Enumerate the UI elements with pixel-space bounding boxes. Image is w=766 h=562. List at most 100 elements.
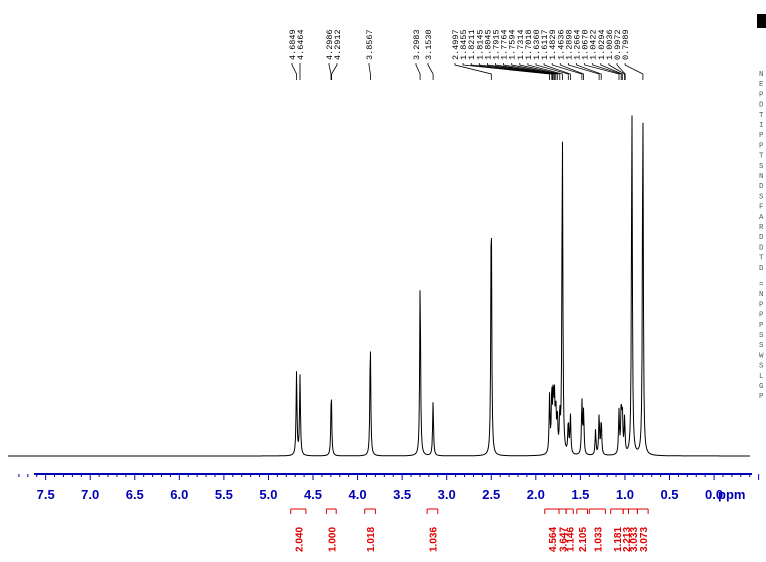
- tick-label: 3.0: [438, 487, 456, 502]
- peak-label: 1.8145: [475, 29, 485, 60]
- param-letter: S: [759, 163, 764, 171]
- peak-label: 1.8211: [467, 29, 477, 60]
- peak-connector: [568, 63, 600, 80]
- tick-label: 4.0: [349, 487, 367, 502]
- param-letter: L: [759, 373, 764, 381]
- param-letter: P: [759, 132, 764, 140]
- param-letter: P: [759, 312, 764, 320]
- tick-label: 3.5: [393, 487, 411, 502]
- tick-label: 0.0: [705, 487, 723, 502]
- peak-label: 2.4997: [451, 29, 461, 60]
- integral-value: 2.105: [578, 527, 589, 552]
- param-letter: T: [759, 153, 764, 161]
- integral-value: 1.000: [327, 527, 338, 552]
- peak-connector: [487, 63, 554, 80]
- peak-label: 3.8567: [365, 29, 375, 60]
- peak-label: 3.2983: [412, 29, 422, 60]
- param-letter: D: [759, 102, 764, 110]
- integral-value: 1.146: [566, 527, 577, 552]
- integral-value: 2.213: [622, 527, 633, 552]
- peak-label: 1.7018: [524, 29, 534, 60]
- tick-label: 5.5: [215, 487, 233, 502]
- param-letter: N: [759, 291, 764, 299]
- peak-label: 1.7314: [516, 29, 526, 60]
- param-letter: W: [759, 352, 764, 360]
- peak-label: 1.2664: [573, 29, 583, 60]
- peak-label: 1.0422: [589, 29, 599, 60]
- axis-unit-label: ppm: [718, 487, 745, 502]
- peak-label: 0.9972: [613, 29, 623, 60]
- param-letter: D: [759, 265, 764, 273]
- peak-connector: [328, 63, 332, 80]
- peak-connector: [608, 63, 625, 80]
- param-letter: N: [759, 71, 764, 79]
- integral-value: 3.647: [559, 527, 570, 552]
- param-letter: G: [759, 383, 764, 391]
- tick-label: 7.0: [81, 487, 99, 502]
- param-letter: P: [759, 322, 764, 330]
- peak-label: 4.6849: [288, 29, 298, 60]
- integral-value: 1.018: [366, 527, 377, 552]
- peak-label: 1.4829: [548, 29, 558, 60]
- peak-connector: [576, 63, 602, 80]
- tick-label: 6.5: [126, 487, 144, 502]
- tick-label: 6.0: [170, 487, 188, 502]
- peak-connector: [454, 63, 492, 80]
- peak-label: 4.6464: [296, 29, 306, 60]
- peak-label: 1.2898: [564, 29, 574, 60]
- peak-label: 4.2912: [333, 29, 343, 60]
- param-letter: D: [759, 183, 764, 191]
- param-letter: D: [759, 234, 764, 242]
- peak-connector: [331, 63, 338, 80]
- tick-label: 1.5: [571, 487, 589, 502]
- peak-connector: [624, 63, 644, 80]
- tick-label: 1.0: [616, 487, 634, 502]
- tick-label: 2.5: [482, 487, 500, 502]
- param-letter: P: [759, 393, 764, 401]
- param-letter: E: [759, 81, 764, 89]
- param-letter: T: [759, 255, 764, 263]
- peak-connector: [592, 63, 622, 80]
- param-letter: R: [759, 224, 764, 232]
- peak-connector: [478, 63, 553, 80]
- param-letter: S: [759, 332, 764, 340]
- peak-label: 1.0036: [605, 29, 615, 60]
- peak-label: 3.1530: [424, 29, 434, 60]
- peak-label: 1.8045: [483, 29, 493, 60]
- peak-label: 0.7989: [621, 29, 631, 60]
- peak-label: 1.6117: [540, 29, 550, 60]
- peak-connector: [535, 63, 569, 80]
- spectrum-line: [8, 115, 750, 457]
- peak-connector: [616, 63, 626, 80]
- param-letter: S: [759, 342, 764, 350]
- integral-value: 3.033: [629, 527, 640, 552]
- ppm-axis: 7.5 7.0 6.5 6.0 5.5 5.0 4.5 4.0 3.5 3.0 2.5 2.0 1.5 1…: [18, 473, 760, 502]
- peak-connector: [415, 63, 421, 80]
- peak-label: 4.2986: [325, 29, 335, 60]
- tick-label: 2.0: [527, 487, 545, 502]
- peak-label: 1.4636: [556, 29, 566, 60]
- param-letter: D: [759, 244, 764, 252]
- peak-label: 1.8455: [459, 29, 469, 60]
- peak-connector: [511, 63, 558, 80]
- peak-connector: [519, 63, 561, 80]
- corner-marker: [757, 14, 766, 28]
- param-letter: S: [759, 193, 764, 201]
- peak-label: 1.0294: [597, 29, 607, 60]
- peak-connector: [600, 63, 623, 80]
- integral-value: 1.181: [613, 527, 624, 552]
- tick-label: 4.5: [304, 487, 322, 502]
- peak-connector: [559, 63, 584, 80]
- integral-value: 3.073: [639, 527, 650, 552]
- peak-connector: [427, 63, 434, 80]
- param-letter: F: [759, 204, 764, 212]
- param-letter: =: [759, 281, 764, 289]
- peak-connector: [503, 63, 557, 80]
- peak-connector: [551, 63, 583, 80]
- peak-connector: [470, 63, 553, 80]
- peak-connector: [368, 63, 371, 80]
- param-letter: T: [759, 112, 764, 120]
